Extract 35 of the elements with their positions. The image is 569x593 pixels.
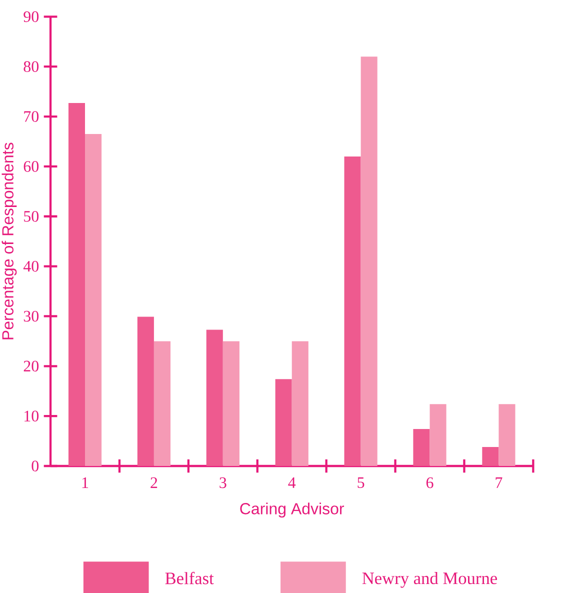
y-tick-label: 0 — [32, 460, 39, 472]
bar — [137, 316, 154, 466]
bar — [68, 103, 85, 466]
bar — [154, 341, 170, 466]
y-tick-label: 50 — [24, 210, 39, 222]
bar — [275, 379, 292, 466]
bar — [292, 341, 308, 466]
legend-label: Newry and Mourne — [362, 572, 497, 588]
x-tick-label: 3 — [220, 477, 226, 488]
y-tick-label: 70 — [24, 111, 39, 122]
x-axis-title: Caring Advisor — [240, 502, 344, 518]
y-tick-label: 30 — [24, 310, 39, 322]
x-tick-label: 5 — [358, 477, 364, 488]
bar — [413, 429, 430, 466]
legend-label: Belfast — [165, 572, 214, 584]
y-tick-label: 90 — [24, 11, 39, 22]
y-tick-label: 10 — [24, 410, 39, 422]
bar — [482, 447, 499, 466]
bar — [206, 330, 223, 466]
x-tick-label: 1 — [82, 477, 88, 488]
bar — [85, 134, 102, 466]
x-tick-label: 4 — [288, 477, 296, 488]
y-tick-label: 80 — [24, 61, 39, 72]
y-tick-label: 40 — [23, 260, 39, 272]
x-tick-label: 6 — [426, 477, 434, 488]
y-tick-label: 60 — [24, 161, 39, 172]
bar — [360, 56, 378, 466]
x-tick-label: 2 — [150, 477, 158, 488]
bar — [344, 156, 361, 466]
y-axis-title: Percentage of Respondents — [2, 142, 17, 340]
y-tick-label: 20 — [24, 360, 39, 372]
bar — [222, 341, 240, 466]
x-tick-label: 7 — [496, 477, 502, 488]
bar — [498, 404, 516, 466]
bar — [430, 404, 446, 466]
